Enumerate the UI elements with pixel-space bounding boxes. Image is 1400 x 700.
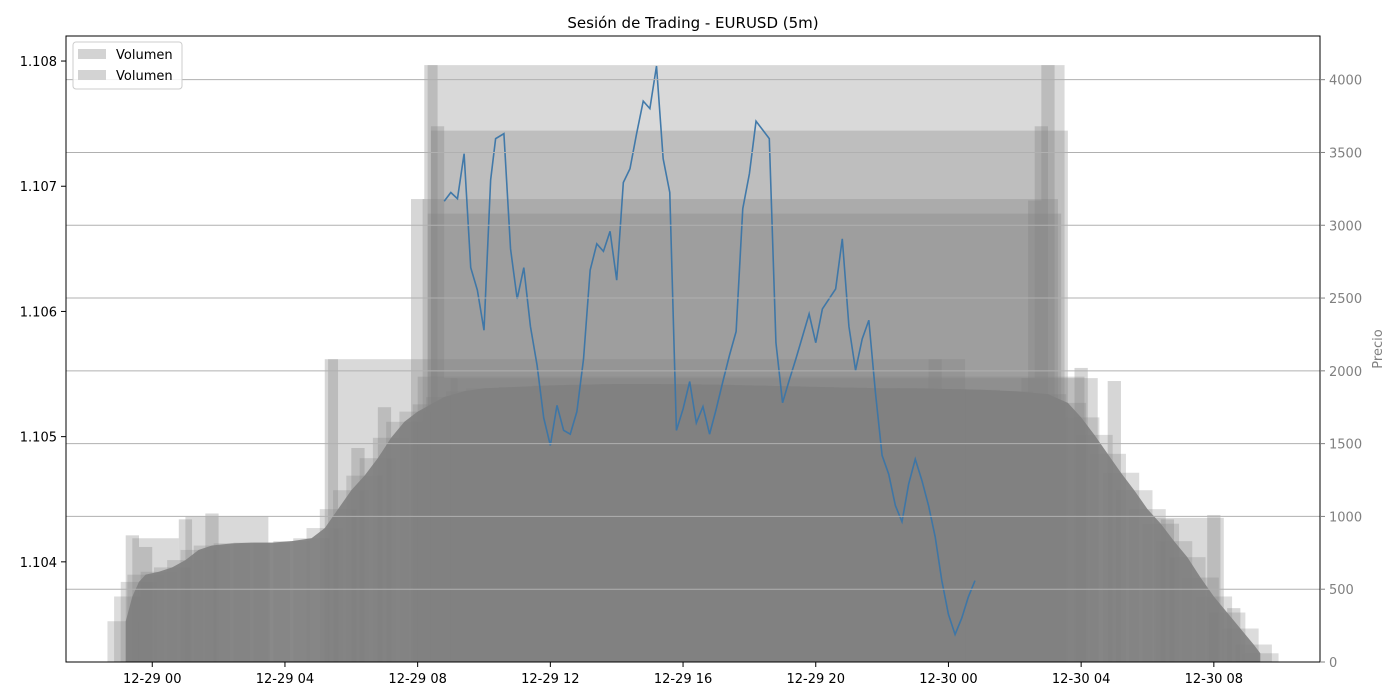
y-left-tick-label: 1.108: [20, 55, 57, 70]
legend-swatch: [78, 70, 106, 80]
volume-spike-bar: [1034, 126, 1048, 662]
x-tick-label: 12-29 08: [388, 672, 446, 687]
x-tick-label: 12-29 16: [654, 672, 712, 687]
y-right-tick-label: 1500: [1329, 438, 1362, 453]
y-right-tick-label: 0: [1329, 656, 1337, 671]
x-tick-label: 12-30 08: [1185, 672, 1243, 687]
volume-bars: [107, 65, 1279, 663]
price-line: [443, 65, 976, 637]
volume-spike-bar: [351, 447, 365, 662]
volume-span-bar: [422, 199, 1058, 663]
axes: 1.104 1.105 1.106 1.107 1.108 0 500 1000 1500 200…: [20, 55, 1362, 687]
y-axis-right-label: Precio: [1371, 329, 1386, 368]
volume-spike-bar: [1207, 514, 1221, 662]
volume-span-bar: [427, 65, 1065, 663]
legend-swatch: [78, 49, 106, 59]
volume-span-bar: [132, 538, 179, 662]
x-tick-label: 12-30 04: [1052, 672, 1110, 687]
y-right-tick-label: 3000: [1329, 219, 1362, 234]
x-tick-label: 12-29 00: [123, 672, 181, 687]
price-line-layer: [443, 65, 976, 637]
volume-spike-bar: [125, 535, 139, 662]
y-left-tick-label: 1.104: [20, 556, 57, 571]
volume-spike-bar: [1021, 378, 1035, 662]
volume-spike-bar: [430, 126, 445, 662]
volume-area: [125, 383, 1261, 662]
y-right-tick-label: 3500: [1329, 146, 1362, 161]
y-right-tick-label: 2500: [1329, 292, 1362, 307]
chart-title: Sesión de Trading - EURUSD (5m): [567, 14, 818, 32]
volume-span-bar: [1154, 517, 1224, 662]
legend-label: Volumen: [116, 48, 173, 63]
volume-span-bar: [417, 376, 1085, 662]
x-tick-label: 12-29 20: [787, 672, 845, 687]
y-left-tick-label: 1.105: [20, 431, 57, 446]
x-tick-label: 12-29 04: [256, 672, 314, 687]
volume-spike-bar: [1028, 200, 1042, 663]
volume-spike-bar: [444, 378, 458, 662]
volume-spike-bar: [138, 546, 153, 662]
volume-spike-bar: [928, 359, 942, 662]
volume-span-bar: [430, 130, 1068, 662]
volume-span-bar: [450, 378, 1098, 662]
legend: Volumen Volumen: [72, 41, 183, 90]
y-right-tick-label: 500: [1329, 583, 1354, 598]
y-right-tick-label: 4000: [1329, 74, 1362, 89]
legend-label: Volumen: [116, 69, 173, 84]
plot-border: [65, 35, 1321, 663]
y-left-tick-label: 1.106: [20, 305, 57, 320]
volume-spike-bar: [1041, 65, 1055, 663]
y-right-tick-label: 2000: [1329, 365, 1362, 380]
volume-spike-bar: [178, 519, 193, 662]
volume-span-bar: [328, 359, 966, 662]
y-left-tick-label: 1.107: [20, 180, 57, 195]
volume-spike-bar: [1074, 367, 1088, 662]
y-right-tick-label: 1000: [1329, 510, 1362, 525]
volume-spike-bar: [377, 407, 392, 662]
gridlines: [66, 79, 1320, 590]
x-tick-label: 12-29 12: [521, 672, 579, 687]
plot-frame: [65, 35, 1321, 663]
volume-spike-bar: [424, 65, 438, 663]
volume-spike-bar: [1227, 608, 1241, 662]
volume-spike-bar: [205, 513, 219, 662]
volume-spike-bar: [411, 199, 425, 663]
x-tick-label: 12-30 00: [919, 672, 977, 687]
volume-spike-bar: [1160, 519, 1175, 662]
volume-spike-bar: [1107, 381, 1121, 662]
volume-span-bar: [427, 213, 1062, 662]
volume-spike-bar: [324, 359, 339, 662]
